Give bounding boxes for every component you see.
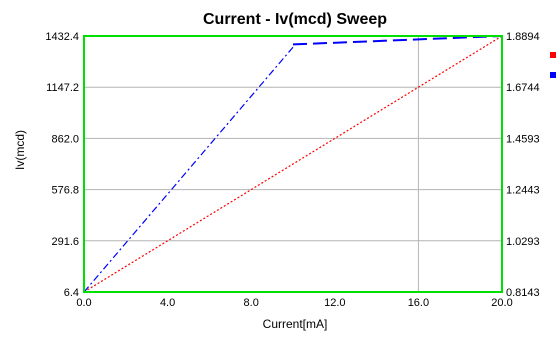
grid bbox=[84, 36, 502, 292]
y2-tick-label: 1.2443 bbox=[506, 185, 540, 197]
x-tick-label: 0.0 bbox=[76, 297, 91, 309]
series-line-3 bbox=[292, 35, 503, 46]
y2-tick-label: 1.4593 bbox=[506, 133, 540, 145]
x-tick-label: 20.0 bbox=[491, 297, 512, 309]
y-tick-label: 1147.2 bbox=[46, 82, 79, 94]
legend bbox=[550, 52, 556, 78]
x-tick-label: 4.0 bbox=[160, 297, 175, 309]
y-tick-label: 576.8 bbox=[51, 185, 79, 197]
series-line-2 bbox=[83, 46, 294, 293]
y-tick-label: 291.6 bbox=[51, 236, 79, 248]
legend-marker-2 bbox=[550, 72, 556, 78]
plot-frame bbox=[83, 35, 503, 293]
x-tick-label: 16.0 bbox=[408, 297, 429, 309]
y-tick-label: 1432.4 bbox=[45, 31, 79, 43]
y2-tick-label: 0.8143 bbox=[506, 287, 540, 299]
series-group bbox=[83, 35, 503, 293]
y-axis-label: Iv(mcd) bbox=[13, 130, 27, 170]
legend-marker-1 bbox=[550, 52, 556, 58]
y2-tick-labels: 0.8143 1.0293 1.2443 1.4593 1.6744 1.8894 bbox=[506, 31, 540, 299]
y2-tick-label: 1.6744 bbox=[506, 82, 540, 94]
x-tick-label: 12.0 bbox=[324, 297, 345, 309]
x-tick-labels: 0.0 4.0 8.0 12.0 16.0 20.0 bbox=[76, 297, 512, 309]
chart-title: Current - Iv(mcd) Sweep bbox=[203, 11, 387, 28]
y-tick-label: 862.0 bbox=[51, 133, 79, 145]
y-tick-label: 6.4 bbox=[64, 287, 79, 299]
series-line-1 bbox=[83, 35, 503, 293]
y-tick-labels: 6.4 291.6 576.8 862.0 1147.2 1432.4 bbox=[45, 31, 79, 299]
y2-tick-label: 1.8894 bbox=[506, 31, 540, 43]
y2-tick-label: 1.0293 bbox=[506, 236, 540, 248]
x-tick-label: 8.0 bbox=[244, 297, 259, 309]
x-axis-label: Current[mA] bbox=[263, 317, 328, 331]
